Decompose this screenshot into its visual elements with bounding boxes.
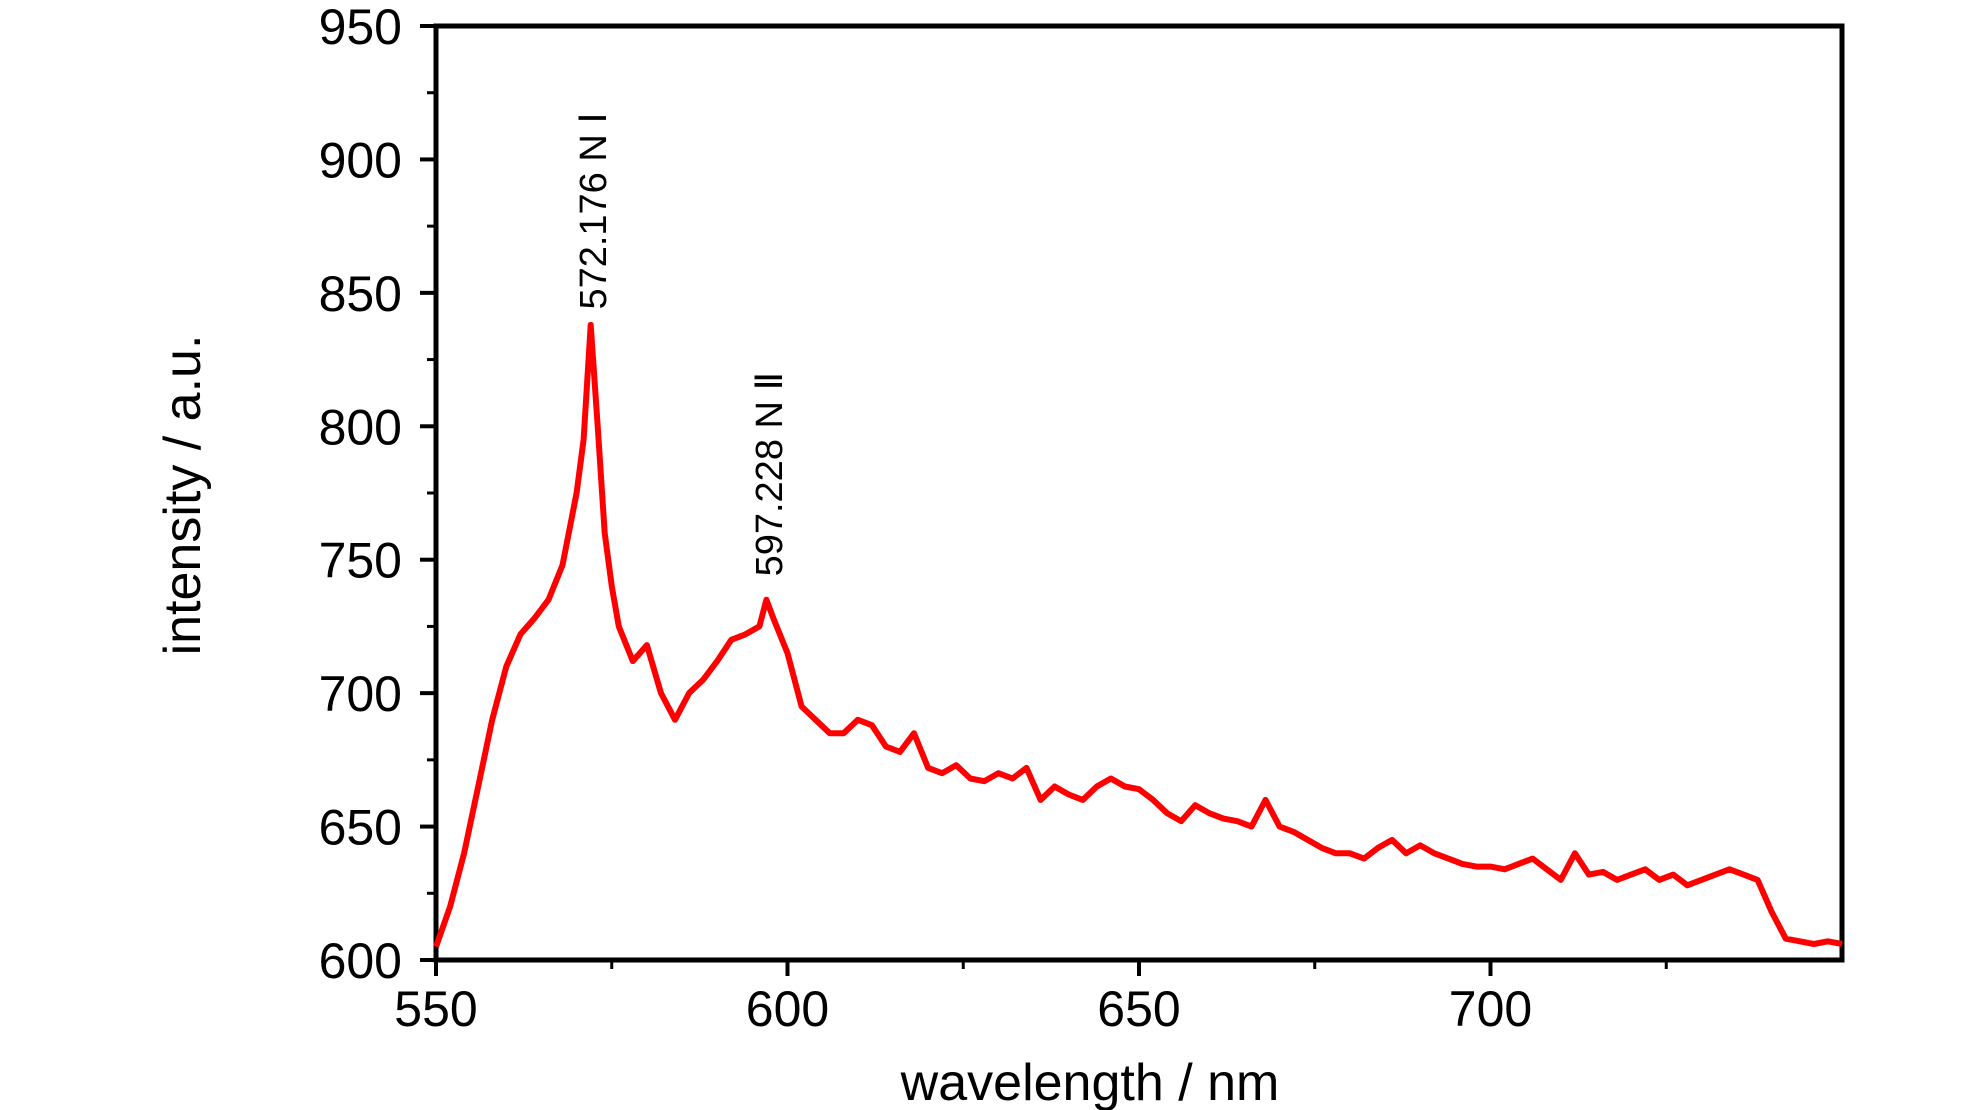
x-tick-label: 650	[1097, 981, 1180, 1037]
plot-frame	[433, 23, 1845, 963]
y-tick-label: 900	[319, 132, 402, 188]
y-tick-label: 850	[319, 266, 402, 322]
x-tick-label: 700	[1449, 981, 1532, 1037]
y-tick-label: 950	[319, 0, 402, 55]
y-tick-label: 800	[319, 399, 402, 455]
y-tick-label: 750	[319, 533, 402, 589]
peak-annotation: 572.176 N Ⅰ	[573, 112, 615, 309]
y-axis-ticks: 600 650 700 750 800 850 900 950	[319, 0, 436, 989]
y-tick-label: 700	[319, 666, 402, 722]
peak-annotations: 572.176 N Ⅰ 597.228 N Ⅱ	[573, 112, 791, 576]
y-tick-label: 650	[319, 800, 402, 856]
x-tick-label: 550	[394, 981, 477, 1037]
y-tick-label: 600	[319, 933, 402, 989]
series-line	[433, 321, 1843, 948]
x-axis-ticks: 550 600 650 700	[394, 960, 1668, 1037]
x-axis-title: wavelength / nm	[900, 1054, 1280, 1110]
x-tick-label: 600	[746, 981, 829, 1037]
y-axis-title: intensity / a.u.	[154, 335, 212, 656]
peak-annotation: 597.228 N Ⅱ	[749, 372, 791, 577]
